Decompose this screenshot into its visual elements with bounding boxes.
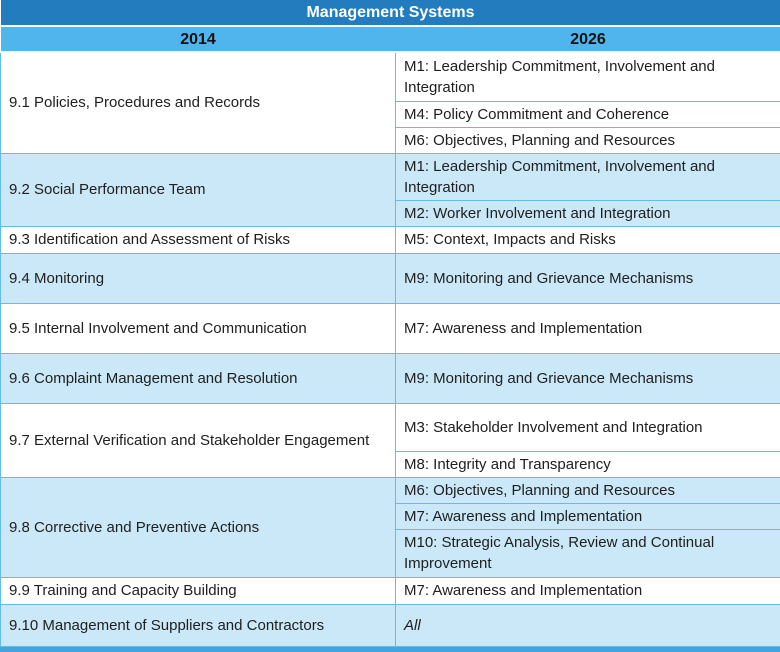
title-row: Management Systems [1,0,780,26]
column-header-row: 2014 2026 [1,26,780,52]
right-cell: M10: Strategic Analysis, Review and Cont… [396,529,780,577]
right-cell: M2: Worker Involvement and Integration [396,200,780,226]
table-row: 9.3 Identification and Assessment of Ris… [1,226,780,253]
left-cell-9-9: 9.9 Training and Capacity Building [1,577,396,604]
left-cell-9-6: 9.6 Complaint Management and Resolution [1,353,396,403]
left-cell-9-1: 9.1 Policies, Procedures and Records [1,52,396,153]
left-cell-9-4: 9.4 Monitoring [1,253,396,303]
left-cell-9-7: 9.7 External Verification and Stakeholde… [1,403,396,477]
right-cell: M9: Monitoring and Grievance Mechanisms [396,253,780,303]
right-cell: M1: Leadership Commitment, Involvement a… [396,153,780,200]
table-row: 9.9 Training and Capacity Building M7: A… [1,577,780,604]
right-cell: M1: Leadership Commitment, Involvement a… [396,52,780,101]
table-bottom-border [0,647,780,652]
right-cell: M8: Integrity and Transparency [396,451,780,477]
left-cell-9-10: 9.10 Management of Suppliers and Contrac… [1,604,396,646]
right-cell: M6: Objectives, Planning and Resources [396,477,780,503]
right-cell: M7: Awareness and Implementation [396,503,780,529]
right-cell: M6: Objectives, Planning and Resources [396,127,780,153]
table-title: Management Systems [1,0,780,26]
table-row: 9.6 Complaint Management and Resolution … [1,353,780,403]
right-cell: M5: Context, Impacts and Risks [396,226,780,253]
right-cell: All [396,604,780,646]
table-row: 9.7 External Verification and Stakeholde… [1,403,780,451]
table-row: 9.10 Management of Suppliers and Contrac… [1,604,780,646]
table-row: 9.2 Social Performance Team M1: Leadersh… [1,153,780,200]
right-cell: M7: Awareness and Implementation [396,577,780,604]
table-row: 9.1 Policies, Procedures and Records M1:… [1,52,780,101]
left-cell-9-5: 9.5 Internal Involvement and Communicati… [1,303,396,353]
left-cell-9-8: 9.8 Corrective and Preventive Actions [1,477,396,577]
left-cell-9-3: 9.3 Identification and Assessment of Ris… [1,226,396,253]
column-header-2014: 2014 [1,26,396,52]
right-cell: M9: Monitoring and Grievance Mechanisms [396,353,780,403]
right-cell: M3: Stakeholder Involvement and Integrat… [396,403,780,451]
right-cell: M4: Policy Commitment and Coherence [396,101,780,127]
table-row: 9.4 Monitoring M9: Monitoring and Grieva… [1,253,780,303]
table-row: 9.8 Corrective and Preventive Actions M6… [1,477,780,503]
table-row: 9.5 Internal Involvement and Communicati… [1,303,780,353]
column-header-2026: 2026 [396,26,780,52]
right-cell: M7: Awareness and Implementation [396,303,780,353]
left-cell-9-2: 9.2 Social Performance Team [1,153,396,226]
